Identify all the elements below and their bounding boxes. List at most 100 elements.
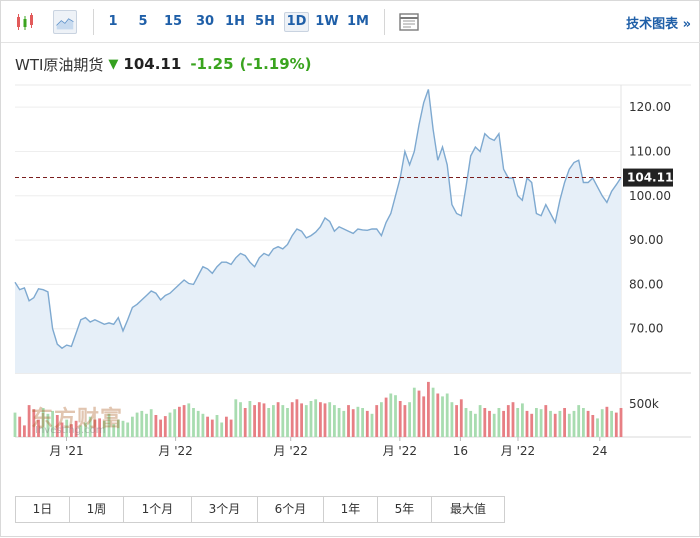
volume-bar bbox=[286, 408, 289, 437]
interval-1w-button[interactable]: 1W bbox=[315, 14, 339, 29]
volume-bar bbox=[450, 402, 454, 437]
range-3m-button[interactable]: 3个月 bbox=[192, 497, 258, 522]
interval-1h-button[interactable]: 1H bbox=[225, 14, 245, 29]
range-1d-button[interactable]: 1日 bbox=[16, 497, 70, 522]
volume-bar bbox=[455, 405, 458, 437]
volume-bar bbox=[436, 393, 440, 437]
volume-bar bbox=[272, 405, 275, 437]
volume-bar bbox=[314, 399, 318, 437]
volume-bar bbox=[361, 408, 364, 437]
volume-bar bbox=[18, 416, 22, 437]
range-1y-button[interactable]: 1年 bbox=[324, 497, 378, 522]
interval-30-button[interactable]: 30 bbox=[195, 14, 215, 29]
volume-bar bbox=[521, 403, 524, 437]
volume-bar bbox=[539, 409, 543, 437]
y-tick-label: 70.00 bbox=[629, 322, 663, 336]
volume-bar bbox=[427, 381, 430, 437]
range-max-button[interactable]: 最大值 bbox=[449, 502, 486, 516]
current-price-line: 104.11 bbox=[15, 168, 673, 187]
volume-bar bbox=[319, 402, 322, 437]
volume-bar bbox=[210, 419, 214, 437]
volume-bar bbox=[422, 396, 426, 437]
volume-bar bbox=[328, 402, 332, 437]
y-tick-label: 110.00 bbox=[629, 144, 671, 158]
volume-bar bbox=[525, 410, 529, 437]
x-axis: 月 '21 月 '22 月 '22 月 '22 16 月 '22 24 bbox=[49, 437, 607, 458]
volume-bar bbox=[229, 419, 233, 437]
interval-1d-button[interactable]: 1D bbox=[284, 12, 309, 32]
volume-bar bbox=[497, 408, 501, 437]
x-tick-label: 月 '21 bbox=[49, 444, 83, 458]
volume-bar bbox=[356, 406, 360, 437]
candlestick-icon[interactable] bbox=[13, 10, 37, 34]
range-1m-button[interactable]: 1个月 bbox=[124, 497, 192, 522]
volume-bar bbox=[610, 410, 613, 437]
volume-bar bbox=[614, 412, 618, 437]
volume-bar bbox=[398, 401, 402, 437]
volume-bar bbox=[140, 410, 144, 437]
volume-bar bbox=[182, 405, 186, 437]
price-change-percent: (-1.19%) bbox=[239, 55, 312, 73]
y-tick-label: 80.00 bbox=[629, 277, 663, 291]
volume-bar bbox=[300, 403, 303, 437]
volume-bar bbox=[173, 409, 177, 437]
volume-bar bbox=[159, 419, 162, 437]
volume-bar bbox=[347, 405, 350, 437]
volume-bar bbox=[408, 402, 411, 437]
interval-1m-button[interactable]: 1M bbox=[347, 14, 369, 29]
volume-bar bbox=[464, 408, 468, 437]
volume-bar bbox=[474, 413, 477, 437]
volume-bar bbox=[13, 412, 17, 437]
watermark-sub: Investing.com bbox=[35, 425, 106, 436]
volume-bar bbox=[380, 402, 383, 437]
volume-bar bbox=[577, 405, 581, 437]
volume-bar bbox=[502, 410, 505, 437]
instrument-header: WTI原油期货 ▼ 104.11 -1.25 (-1.19%) bbox=[15, 53, 312, 75]
volume-bar bbox=[586, 410, 590, 437]
volume-bar bbox=[412, 387, 416, 437]
volume-bar bbox=[225, 416, 228, 437]
interval-5h-button[interactable]: 5H bbox=[255, 14, 275, 29]
volume-bar bbox=[596, 418, 599, 437]
volume-bar bbox=[389, 393, 393, 437]
volume-bar bbox=[549, 410, 552, 437]
interval-15-button[interactable]: 15 bbox=[163, 14, 183, 29]
range-selector: 1日 1周 1个月 3个月 6个月 1年 5年 最大值 bbox=[15, 496, 505, 523]
price-line bbox=[14, 89, 622, 350]
volume-bar bbox=[563, 408, 566, 437]
y-tick-label: 100.00 bbox=[629, 189, 671, 203]
x-tick-label: 月 '22 bbox=[383, 444, 417, 458]
chart-toolbar: 1 5 15 30 1H 5H 1D 1W 1M 技术图表 » bbox=[1, 1, 700, 43]
tech-chart-link[interactable]: 技术图表 » bbox=[626, 17, 691, 32]
interval-1-button[interactable]: 1 bbox=[108, 14, 118, 29]
volume-bar bbox=[201, 413, 205, 437]
volume-bar bbox=[511, 402, 515, 437]
volume-bar bbox=[253, 405, 256, 437]
volume-bar bbox=[441, 396, 444, 437]
volume-bar bbox=[445, 393, 449, 437]
x-tick-label: 月 '22 bbox=[158, 444, 192, 458]
price-area bbox=[14, 89, 622, 374]
volume-bar bbox=[483, 408, 487, 437]
chart-grid bbox=[15, 84, 691, 438]
volume-bar bbox=[168, 412, 172, 437]
x-tick-label: 月 '22 bbox=[274, 444, 308, 458]
volume-bar bbox=[248, 401, 252, 437]
volume-bar bbox=[516, 408, 520, 437]
interval-5-button[interactable]: 5 bbox=[138, 14, 148, 29]
volume-bar bbox=[605, 406, 609, 437]
range-6m-button[interactable]: 6个月 bbox=[258, 497, 324, 522]
volume-bar bbox=[243, 408, 247, 437]
y-axis: 120.00 110.00 100.00 90.00 80.00 70.00 500k bbox=[629, 100, 671, 411]
volume-bar bbox=[582, 408, 585, 437]
volume-bar bbox=[276, 402, 280, 437]
range-1w-button[interactable]: 1周 bbox=[70, 497, 124, 522]
volume-bar bbox=[370, 413, 374, 437]
table-icon[interactable] bbox=[397, 10, 421, 34]
volume-bar bbox=[309, 401, 313, 437]
volume-bar bbox=[149, 409, 153, 437]
range-5y-button[interactable]: 5年 bbox=[378, 497, 432, 522]
area-chart-icon[interactable] bbox=[53, 10, 77, 34]
volume-bar bbox=[417, 390, 421, 437]
